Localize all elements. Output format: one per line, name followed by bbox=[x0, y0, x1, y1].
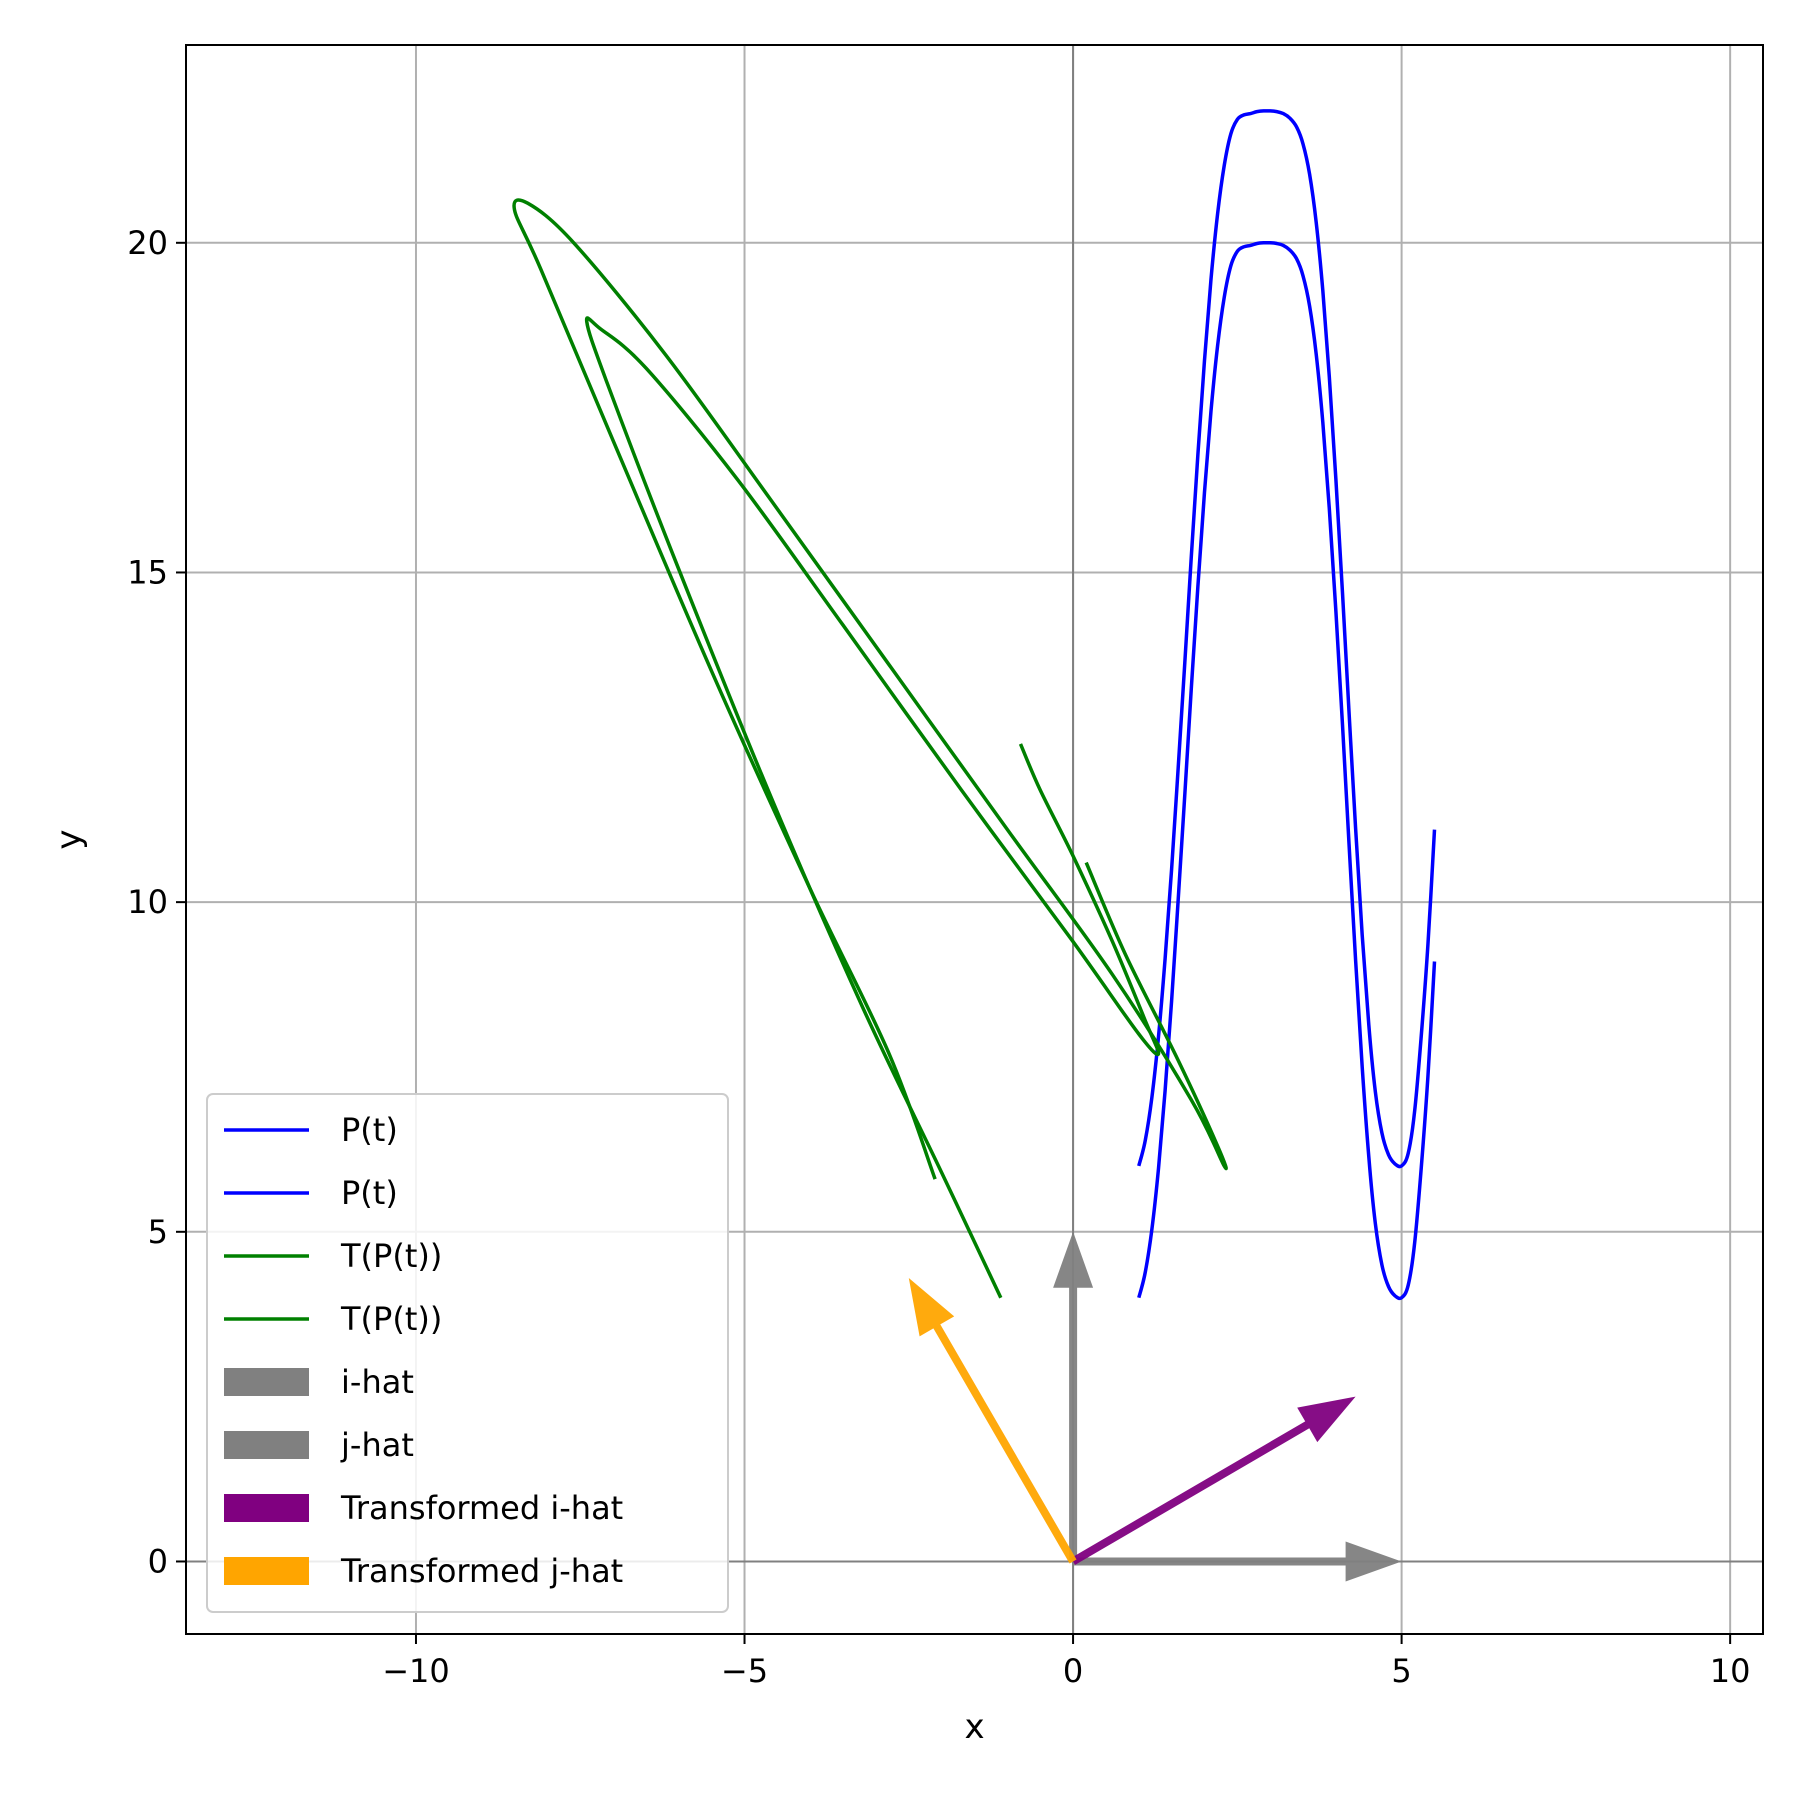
series-layer bbox=[512, 109, 1437, 1301]
series-line-1 bbox=[1137, 109, 1437, 1169]
series-line-3 bbox=[512, 198, 1228, 1180]
axis-ticks: −10 −5 0 5 10 0 5 10 15 20 bbox=[127, 224, 1750, 1690]
legend-box bbox=[206, 1093, 729, 1613]
y-tick-label: 10 bbox=[127, 883, 168, 921]
legend-label: P(t) bbox=[341, 1174, 398, 1212]
series-line-2 bbox=[1137, 240, 1437, 1301]
legend-patch-swatch bbox=[224, 1431, 309, 1459]
legend-label: Transformed j-hat bbox=[340, 1552, 623, 1590]
series-line-4 bbox=[584, 316, 1161, 1299]
legend-label: j-hat bbox=[340, 1426, 414, 1464]
legend-patch-swatch bbox=[224, 1494, 309, 1522]
legend-patch-swatch bbox=[224, 1368, 309, 1396]
x-axis-label: x bbox=[964, 1707, 984, 1747]
vector-arrows bbox=[908, 1231, 1402, 1582]
arrow-transformed-j-hat bbox=[908, 1278, 1077, 1564]
legend-label: Transformed i-hat bbox=[340, 1489, 623, 1527]
arrow-j-hat bbox=[1053, 1231, 1094, 1562]
legend: P(t) P(t) T(P(t)) T(P(t)) i-hat j-hat Transfor… bbox=[206, 1093, 729, 1613]
y-tick-label: 0 bbox=[148, 1542, 168, 1580]
plot-frame bbox=[185, 44, 1764, 1635]
x-tick-label: −10 bbox=[382, 1652, 450, 1690]
legend-label: T(P(t)) bbox=[340, 1237, 442, 1275]
legend-label: T(P(t)) bbox=[340, 1300, 442, 1338]
x-tick-label: 0 bbox=[1063, 1652, 1083, 1690]
y-axis-label: y bbox=[49, 829, 89, 849]
x-tick-label: −5 bbox=[721, 1652, 768, 1690]
arrow-transformed-i-hat bbox=[1071, 1396, 1356, 1565]
x-tick-label: 5 bbox=[1391, 1652, 1411, 1690]
arrow-i-hat bbox=[1073, 1541, 1402, 1582]
y-tick-label: 15 bbox=[127, 553, 168, 591]
legend-label: P(t) bbox=[341, 1111, 398, 1149]
y-tick-label: 5 bbox=[148, 1213, 168, 1251]
legend-label: i-hat bbox=[341, 1363, 414, 1401]
x-tick-label: 10 bbox=[1710, 1652, 1751, 1690]
y-tick-label: 20 bbox=[127, 224, 168, 262]
legend-patch-swatch bbox=[224, 1557, 309, 1585]
